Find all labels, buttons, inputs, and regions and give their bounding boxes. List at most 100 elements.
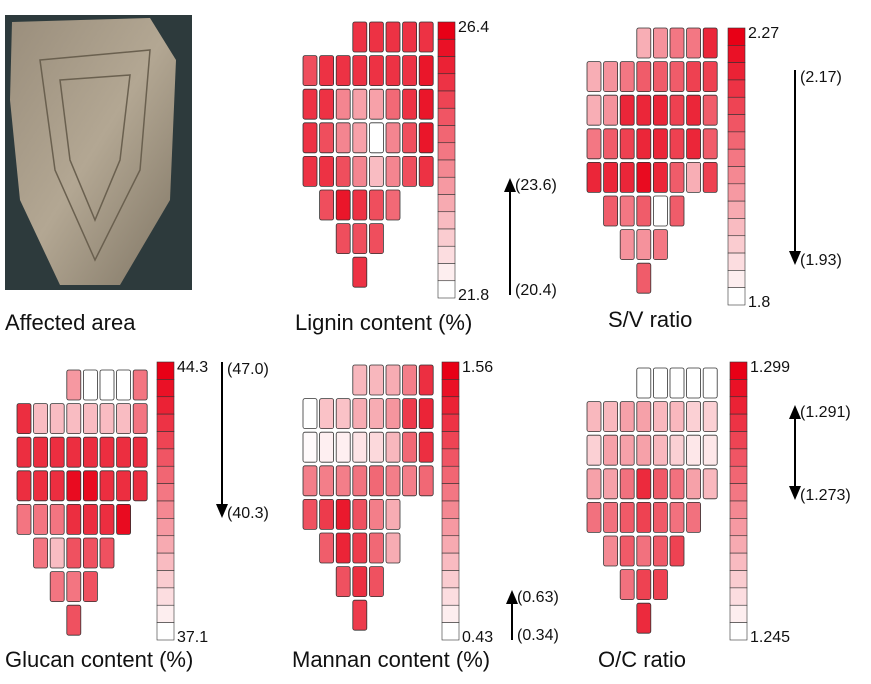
heatmap-cell — [419, 22, 433, 52]
heatmap-cell — [67, 404, 81, 434]
arrow-label: (1.273) — [800, 487, 851, 504]
heatmap-cell — [100, 471, 114, 501]
colorbar-step — [442, 518, 459, 535]
colorbar-step — [438, 91, 455, 108]
arrow-label: (1.291) — [800, 404, 851, 421]
colorbar-step — [728, 184, 745, 201]
colorbar-step — [438, 246, 455, 263]
heatmap-cell — [50, 437, 64, 467]
heatmap-cell — [419, 399, 433, 429]
heatmap-cell — [653, 502, 667, 532]
heatmap-cell — [369, 567, 383, 597]
heatmap-cell — [369, 123, 383, 153]
heatmap-cell — [587, 469, 601, 499]
colorbar-step — [728, 167, 745, 184]
colorbar-step — [728, 115, 745, 132]
heatmap-cell — [320, 499, 334, 529]
heatmap-cell — [369, 56, 383, 86]
heatmap-cell — [637, 502, 651, 532]
colorbar-step — [438, 229, 455, 246]
heatmap-cell — [353, 466, 367, 496]
heatmap-cell — [620, 129, 634, 159]
heatmap-panel: 26.421.8(23.6)(20.4)Lignin content (%) — [295, 19, 557, 335]
colorbar-step — [728, 288, 745, 305]
colorbar-step — [442, 536, 459, 553]
heatmap-cell — [620, 95, 634, 125]
heatmap-cell — [653, 469, 667, 499]
heatmap-cell — [670, 435, 684, 465]
heatmap-cell — [336, 466, 350, 496]
heatmap-cell — [403, 89, 417, 119]
colorbar-step — [157, 571, 174, 588]
heatmap-cell — [117, 404, 131, 434]
colorbar-step — [442, 571, 459, 588]
heatmap-cell — [17, 404, 31, 434]
colorbar-step — [438, 264, 455, 281]
colorbar-step — [438, 108, 455, 125]
heatmap-cell — [403, 22, 417, 52]
heatmap-cell — [336, 56, 350, 86]
colorbar-min-label: 37.1 — [177, 629, 208, 646]
heatmap-cell — [50, 471, 64, 501]
heatmap-cell — [336, 533, 350, 563]
colorbar-step — [730, 397, 747, 414]
heatmap-cell — [670, 469, 684, 499]
heatmap-cell — [670, 502, 684, 532]
heatmap-cell — [670, 95, 684, 125]
heatmap-cell — [320, 56, 334, 86]
heatmap-cell — [83, 471, 97, 501]
heatmap-cell — [100, 437, 114, 467]
colorbar-step — [438, 39, 455, 56]
heatmap-cell — [653, 368, 667, 398]
heatmap-cell — [336, 499, 350, 529]
heatmap-cell — [670, 196, 684, 226]
heatmap-cell — [303, 432, 317, 462]
heatmap-cell — [50, 504, 64, 534]
heatmap-cell — [386, 499, 400, 529]
heatmap-cell — [369, 22, 383, 52]
heatmap-cell — [353, 56, 367, 86]
heatmap-cell — [386, 399, 400, 429]
heatmap-cell — [620, 230, 634, 260]
colorbar-step — [442, 501, 459, 518]
heatmap-cell — [353, 190, 367, 220]
heatmap-cell — [604, 402, 618, 432]
colorbar-step — [157, 397, 174, 414]
heatmap-cell — [320, 432, 334, 462]
heatmap-cell — [386, 123, 400, 153]
heatmap-cell — [67, 437, 81, 467]
heatmap-cell — [587, 502, 601, 532]
heatmap-cell — [620, 570, 634, 600]
heatmap-cell — [386, 22, 400, 52]
heatmap-cell — [403, 466, 417, 496]
heatmap-cell — [637, 603, 651, 633]
heatmap-cell — [637, 162, 651, 192]
heatmap-cell — [67, 538, 81, 568]
heatmap-cell — [303, 466, 317, 496]
colorbar-step — [157, 623, 174, 640]
heatmap-cell — [353, 432, 367, 462]
heatmap-cell — [620, 196, 634, 226]
heatmap-cell — [653, 95, 667, 125]
heatmap-cell — [703, 162, 717, 192]
heatmap-cell — [83, 504, 97, 534]
heatmap-cell — [687, 435, 701, 465]
heatmap-cell — [320, 399, 334, 429]
heatmap-cell — [50, 572, 64, 602]
colorbar-step — [728, 97, 745, 114]
heatmap-cell — [50, 538, 64, 568]
colorbar-step — [157, 432, 174, 449]
heatmap-cell — [133, 437, 147, 467]
colorbar-step — [442, 484, 459, 501]
panel-title: S/V ratio — [608, 307, 692, 332]
colorbar-step — [442, 432, 459, 449]
heatmap-cell — [653, 435, 667, 465]
heatmap-cell — [653, 28, 667, 58]
heatmap-cell — [353, 257, 367, 287]
arrow-label: (47.0) — [227, 361, 269, 378]
heatmap-cell — [50, 404, 64, 434]
heatmap-cell — [386, 432, 400, 462]
heatmap-panel: 2.271.8(2.17)(1.93)S/V ratio — [587, 25, 842, 332]
colorbar-step — [157, 605, 174, 622]
heatmap-cell — [117, 471, 131, 501]
